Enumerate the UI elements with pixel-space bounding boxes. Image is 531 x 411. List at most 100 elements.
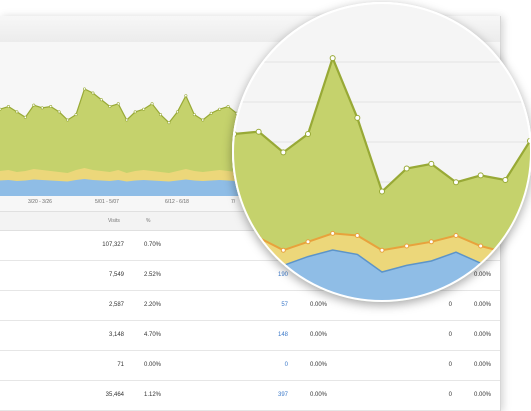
zoom-yellow-point <box>478 243 484 249</box>
green-point <box>125 118 129 122</box>
zoom-yellow-point <box>502 249 508 255</box>
table-cell-goal-pct: 0.00% <box>310 392 328 398</box>
table-cell-visits: 107,327 <box>102 242 124 248</box>
zoom-green-point <box>255 128 262 135</box>
green-point <box>201 118 205 122</box>
table-row[interactable]: 7,549 2.52% 190 0.00% <box>0 260 500 291</box>
table-cell-percent: 0.70% <box>144 242 162 248</box>
column-header-percent[interactable]: % <box>146 218 151 224</box>
table-cell-right-pct: 0.00% <box>474 392 492 398</box>
table-cell-goal[interactable]: 148 <box>277 332 288 338</box>
table-cell-percent: 0.00% <box>144 362 162 368</box>
table-cell-goal[interactable]: 0 <box>284 362 288 368</box>
zoom-blue-line <box>233 249 531 273</box>
zoom-green-point <box>280 149 287 156</box>
x-tick-label: 3/20 - 3/26 <box>28 199 52 205</box>
table-cell-percent: 2.52% <box>144 272 162 278</box>
zoom-green-point <box>354 114 361 121</box>
zoom-yellow-point <box>428 239 434 245</box>
table-cell-percent: 4.70% <box>144 332 162 338</box>
zoom-green-point <box>477 172 484 179</box>
green-point <box>209 111 213 115</box>
table-cell-right-val: 0 <box>448 332 452 338</box>
zoom-green-point <box>453 179 459 186</box>
green-point <box>167 121 171 125</box>
green-point <box>218 107 222 111</box>
green-point <box>82 87 86 91</box>
table-cell-goal[interactable]: 397 <box>277 392 288 398</box>
green-point <box>0 107 2 111</box>
zoomed-area-chart <box>232 54 531 302</box>
green-point <box>226 104 230 108</box>
table-cell-goal-pct: 0.00% <box>310 302 328 308</box>
green-point <box>108 104 112 108</box>
table-cell-visits: 2,587 <box>108 302 124 308</box>
table-row[interactable]: 71 0.00% 0 0.00% 0 0.00% <box>0 350 500 381</box>
green-point <box>6 104 10 108</box>
zoom-yellow-point <box>354 233 360 238</box>
zoom-yellow-point <box>280 247 286 253</box>
zoom-yellow-point <box>330 230 336 236</box>
table-cell-visits: 3,148 <box>108 332 124 338</box>
green-point <box>184 94 188 98</box>
table-row[interactable]: 107,327 0.70% <box>0 230 500 261</box>
table-row[interactable]: 3,148 4.70% 148 0.00% 0 0.00% <box>0 320 500 351</box>
zoom-green-point <box>527 137 531 144</box>
zoom-green-point <box>502 177 509 183</box>
table-cell-goal-pct: 0.00% <box>310 332 328 338</box>
zoom-green-point <box>232 131 237 137</box>
table-cell-right-val: 0 <box>448 392 452 398</box>
table-cell-percent: 2.20% <box>144 302 162 308</box>
x-tick-label: 5/01 - 5/07 <box>95 199 119 205</box>
table-cell-right-pct: 0.00% <box>474 272 492 278</box>
zoom-green-point <box>403 165 410 172</box>
green-point <box>99 98 103 102</box>
table-cell-percent: 1.12% <box>144 392 162 398</box>
zoom-yellow-point <box>379 247 385 253</box>
green-point <box>142 107 146 111</box>
zoom-yellow-point <box>305 239 311 245</box>
zoom-green-point <box>428 160 435 167</box>
magnifier-zoom-lens <box>232 2 531 302</box>
zoom-green-point <box>379 188 385 195</box>
zoom-yellow-point <box>404 243 410 249</box>
green-area <box>0 88 245 174</box>
green-point <box>57 110 61 114</box>
table-cell-goal[interactable]: 190 <box>277 272 288 278</box>
column-header-visits[interactable]: Visits <box>108 218 120 224</box>
green-point <box>133 110 137 114</box>
green-point <box>150 102 154 106</box>
table-cell-visits: 7,549 <box>108 272 124 278</box>
green-point <box>15 110 19 114</box>
table-cell-visits: 35,464 <box>105 392 124 398</box>
table-cell-visits: 71 <box>117 362 124 368</box>
green-point <box>192 113 196 117</box>
blue-area <box>0 179 245 196</box>
green-point <box>74 113 78 117</box>
table-row[interactable]: 2,587 2.20% 57 0.00% 0 0.00% <box>0 290 500 321</box>
green-point <box>40 106 44 110</box>
x-tick-label: 7/ <box>231 199 236 205</box>
traffic-area-chart <box>0 87 247 196</box>
table-cell-goal[interactable]: 57 <box>281 302 288 308</box>
zoom-yellow-point <box>453 233 459 238</box>
green-point <box>32 103 36 107</box>
green-point <box>175 110 179 114</box>
table-cell-right-pct: 0.00% <box>474 302 492 308</box>
zoom-green-point <box>329 55 336 62</box>
green-point <box>23 115 27 119</box>
green-point <box>49 104 53 108</box>
green-point <box>91 91 95 95</box>
zoom-green-point <box>305 131 311 137</box>
green-point <box>159 113 163 117</box>
table-cell-right-val: 0 <box>448 302 452 308</box>
table-cell-right-pct: 0.00% <box>474 362 492 368</box>
table-cell-right-val: 0 <box>448 362 452 368</box>
table-cell-goal-pct: 0.00% <box>310 362 328 368</box>
table-row[interactable]: 35,464 1.12% 397 0.00% 0 0.00% <box>0 380 500 411</box>
table-cell-right-pct: 0.00% <box>474 332 492 338</box>
green-point <box>66 118 70 122</box>
x-tick-label: 6/12 - 6/18 <box>165 199 189 205</box>
green-point <box>116 102 120 106</box>
